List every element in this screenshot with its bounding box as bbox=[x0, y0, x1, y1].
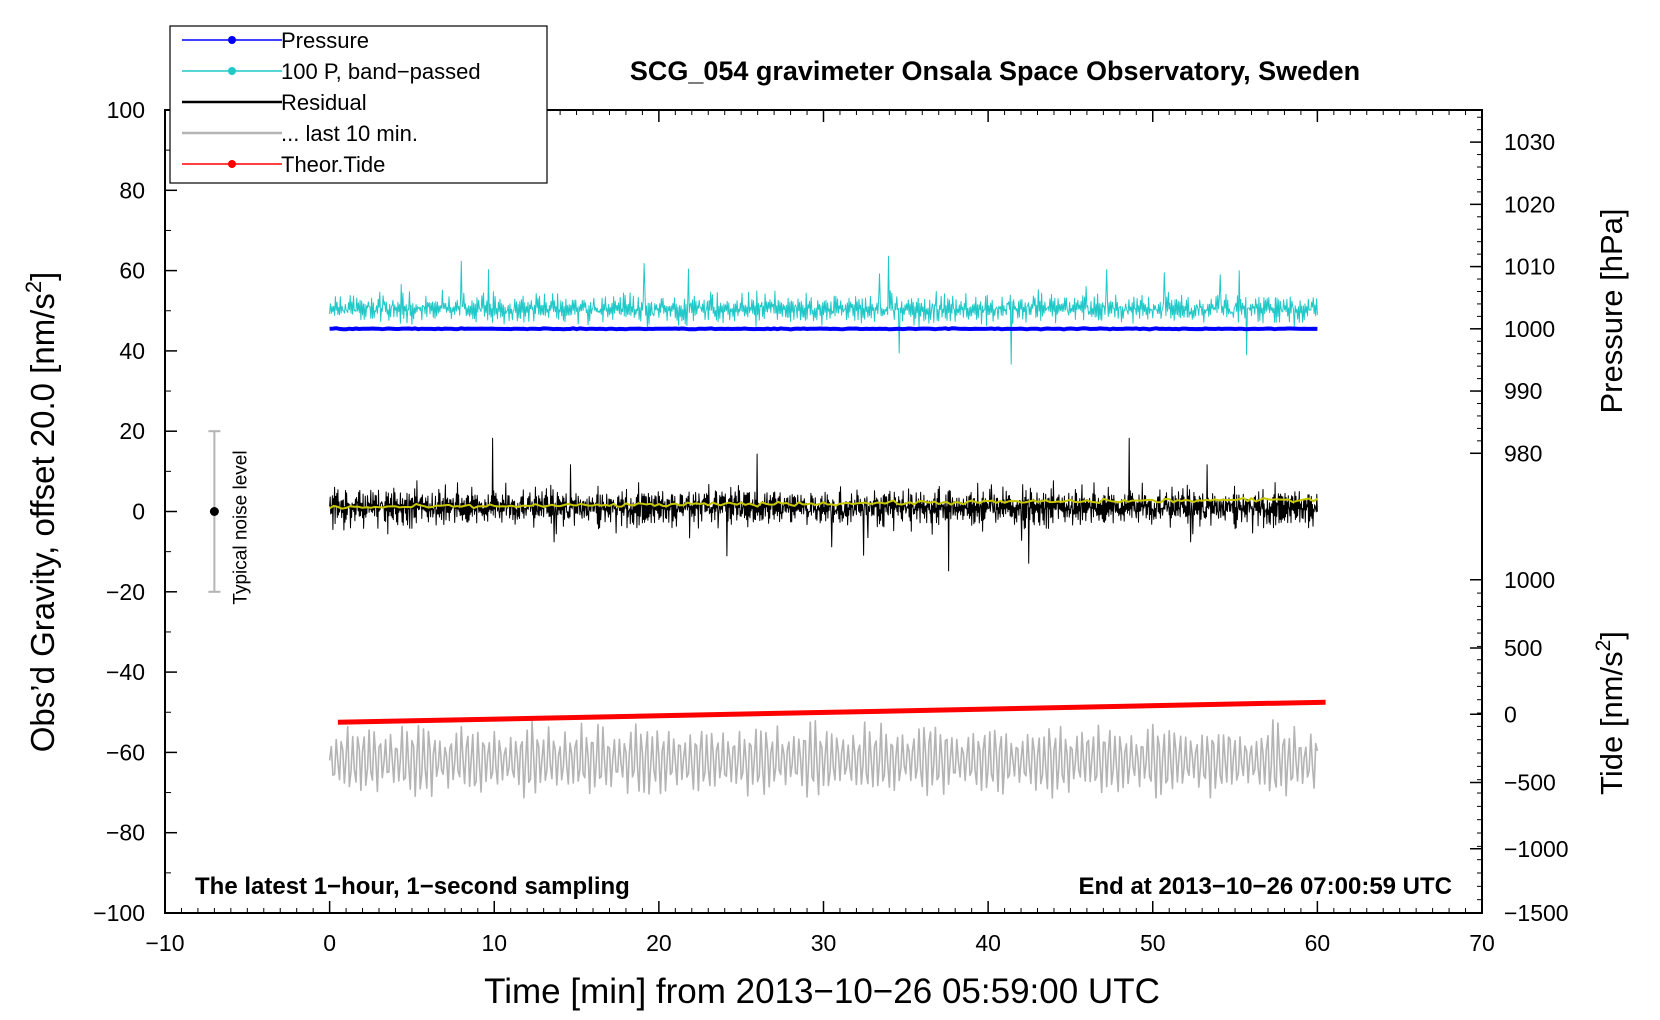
y-tick-label: 80 bbox=[119, 177, 145, 203]
y-axis-label-left: Obs’d Gravity, offset 20.0 [nm/s2] bbox=[21, 272, 61, 753]
tide-axis-label-text: Tide [nm/s bbox=[1594, 651, 1629, 795]
pressure-axis-label: Pressure [hPa] bbox=[1594, 208, 1629, 413]
x-tick-label: 10 bbox=[481, 930, 507, 956]
tide-axis-label-close: ] bbox=[1594, 631, 1629, 640]
legend-swatch-marker bbox=[228, 67, 236, 75]
legend-label: ... last 10 min. bbox=[281, 121, 418, 146]
tide-tick-label: 0 bbox=[1504, 701, 1517, 727]
y-axis-label-left-close: ] bbox=[24, 272, 61, 281]
legend-swatch-marker bbox=[228, 36, 236, 44]
annotation-sampling: The latest 1−hour, 1−second sampling bbox=[195, 873, 630, 900]
pressure-tick-label: 980 bbox=[1504, 440, 1542, 466]
y-tick-label: −100 bbox=[93, 900, 145, 926]
legend: Pressure 100 P, band−passed Residual ... la… bbox=[169, 25, 548, 184]
x-tick-label: 60 bbox=[1305, 930, 1331, 956]
x-axis-label: Time [min] from 2013−10−26 05:59:00 UTC bbox=[484, 972, 1160, 1011]
y-axis-ticks: 100 80 60 40 20 0 −20 −40 −60 −80 −100 bbox=[93, 97, 177, 926]
legend-entry: 100 P, band−passed bbox=[182, 59, 481, 84]
y-tick-label: 40 bbox=[119, 338, 145, 364]
legend-label: 100 P, band−passed bbox=[281, 59, 481, 84]
tide-tick-label: −500 bbox=[1504, 770, 1556, 796]
series-layer bbox=[328, 255, 1326, 799]
y-tick-label: 20 bbox=[119, 418, 145, 444]
pressure-tick-label: 1000 bbox=[1504, 316, 1555, 342]
pressure-axis-ticks: 1030 1020 1010 1000 990 980 bbox=[1470, 116, 1555, 466]
noise-level-indicator: Typical noise level bbox=[208, 430, 251, 605]
tide-tick-label: −1500 bbox=[1504, 900, 1569, 926]
legend-box bbox=[169, 25, 548, 184]
pressure-tick-label: 1020 bbox=[1504, 191, 1555, 217]
y-axis-label-left-text: Obs’d Gravity, offset 20.0 [nm/s bbox=[24, 293, 61, 752]
x-tick-label: −10 bbox=[145, 930, 184, 956]
legend-entries: Pressure 100 P, band−passed Residual ... la… bbox=[182, 28, 481, 177]
noise-bar-center-dot bbox=[209, 507, 219, 516]
x-tick-label: 0 bbox=[323, 930, 336, 956]
legend-label: Pressure bbox=[281, 28, 369, 53]
legend-label: Residual bbox=[281, 90, 367, 115]
y-tick-label: −40 bbox=[106, 659, 145, 685]
pressure-tick-label: 1010 bbox=[1504, 254, 1555, 280]
legend-entry: Pressure bbox=[182, 28, 369, 53]
x-tick-label: 50 bbox=[1140, 930, 1166, 956]
x-tick-label: 70 bbox=[1469, 930, 1495, 956]
legend-entry: Residual bbox=[182, 90, 367, 115]
annotation-end-time: End at 2013−10−26 07:00:59 UTC bbox=[1078, 873, 1452, 900]
tide-tick-label: 1000 bbox=[1504, 567, 1555, 593]
series-tide-line bbox=[337, 699, 1326, 725]
x-tick-label: 40 bbox=[975, 930, 1001, 956]
tide-tick-label: 500 bbox=[1504, 635, 1542, 661]
legend-label: Theor.Tide bbox=[281, 152, 385, 177]
y-tick-label: 0 bbox=[132, 499, 145, 525]
series-residual-line bbox=[329, 437, 1318, 572]
tide-axis-label-sup: 2 bbox=[1592, 640, 1615, 652]
noise-level-label: Typical noise level bbox=[230, 450, 251, 604]
chart-title: SCG_054 gravimeter Onsala Space Observat… bbox=[630, 56, 1360, 86]
series-residual-smoothed-line bbox=[329, 496, 1318, 510]
pressure-tick-label: 1030 bbox=[1504, 129, 1555, 155]
y-axis-label-left-sup: 2 bbox=[21, 281, 46, 293]
series-pressure-line bbox=[329, 326, 1318, 332]
tide-tick-label: −1000 bbox=[1504, 836, 1569, 862]
series-bandpassed-line bbox=[329, 255, 1318, 365]
y-tick-label: −60 bbox=[106, 739, 145, 765]
legend-entry: ... last 10 min. bbox=[182, 121, 418, 146]
legend-entry: Theor.Tide bbox=[182, 152, 385, 177]
x-tick-label: 30 bbox=[811, 930, 837, 956]
pressure-tick-label: 990 bbox=[1504, 378, 1542, 404]
legend-swatch-marker bbox=[228, 160, 236, 168]
tide-axis-ticks: 1000 500 0 −500 −1000 −1500 bbox=[1470, 567, 1569, 926]
y-tick-label: 60 bbox=[119, 258, 145, 284]
y-tick-label: −20 bbox=[106, 579, 145, 605]
series-last10min-line bbox=[328, 719, 1319, 799]
y-tick-label: 100 bbox=[107, 97, 145, 123]
x-tick-label: 20 bbox=[646, 930, 672, 956]
y-tick-label: −80 bbox=[106, 820, 145, 846]
x-axis-ticks: −10 0 10 20 30 40 50 60 70 bbox=[145, 110, 1495, 956]
tide-axis-label: Tide [nm/s2] bbox=[1592, 631, 1629, 795]
